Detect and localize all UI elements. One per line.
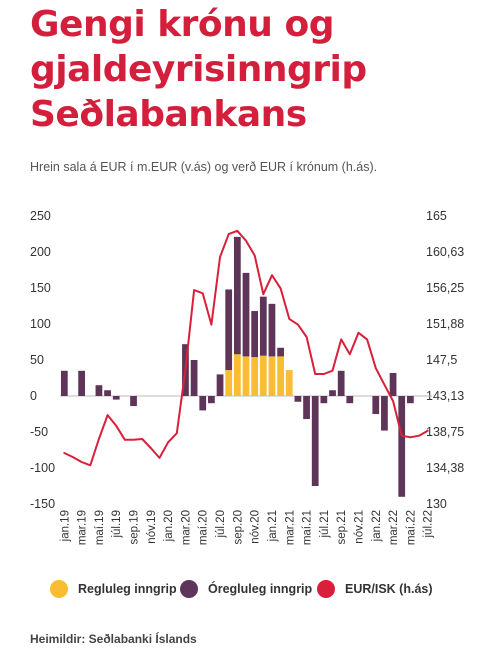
bar-regular [225,370,233,396]
bar-irregular [277,347,284,357]
x-axis-tick-label: nóv.20 [250,510,262,544]
x-axis-tick-label: mar.22 [388,510,400,545]
x-axis-tick-label: mar.19 [77,510,89,545]
title-line-2: gjaldeyrisinngrip [30,49,367,90]
left-axis-tick-label: -100 [30,461,55,475]
x-axis-tick-label: jan.19 [59,510,71,542]
bar-irregular [112,396,120,400]
x-axis-tick-label: jan.21 [267,510,279,542]
bar-irregular [329,390,336,396]
source-note: Heimildir: Seðlabanki Íslands [30,632,197,646]
bar-irregular [381,396,388,431]
bar-irregular [372,396,380,414]
x-axis-tick-label: sep.21 [336,510,348,545]
bar-regular [285,370,293,396]
x-axis-tick-label: jan.20 [163,510,175,542]
bar-irregular [225,289,233,371]
left-axis-tick-label: 50 [30,353,44,367]
x-axis-tick-label: sep.20 [232,510,244,545]
x-axis-tick-label: júl.22 [423,510,435,539]
right-axis-tick-label: 160,63 [426,245,464,259]
chart-subtitle: Hrein sala á EUR í m.EUR (v.ás) og verð … [30,160,378,174]
x-axis-tick-label: mar.21 [284,510,296,545]
left-axis-tick-label: 250 [30,209,51,223]
x-axis-tick-label: júl.19 [111,510,123,539]
x-axis-tick-label: maí.21 [302,510,314,545]
bar-irregular [337,370,345,396]
bar-irregular [259,296,267,356]
legend-label-eurisk: EUR/ISK (h.ás) [345,582,433,596]
bar-irregular [311,396,319,486]
bar-irregular [95,385,103,396]
bar-irregular [303,396,310,420]
x-axis-tick-label: júl.21 [319,510,331,539]
bar-irregular [190,360,198,396]
x-axis-tick-label: maí.19 [94,510,106,545]
legend-dot-regular [50,580,68,598]
bar-regular [242,356,250,396]
x-axis-tick-label: maí.22 [405,510,417,545]
bar-irregular [268,303,276,357]
bar-regular [259,355,267,396]
bar-irregular [242,272,250,357]
left-axis-tick-label: 200 [30,245,51,259]
bar-irregular [104,390,111,396]
legend-label-regular: Regluleg inngrip [78,582,177,596]
left-axis-tick-label: 150 [30,281,51,295]
legend-item-regular: Regluleg inngrip [50,580,177,598]
right-axis-tick-label: 134,38 [426,461,464,475]
title-line-1: Gengi krónu og [30,4,334,45]
right-axis-tick-label: 151,88 [426,317,464,331]
bar-irregular [406,396,414,404]
bar-regular [233,354,241,396]
chart-legend: Regluleg inngrip Óregluleg inngrip EUR/I… [50,580,490,604]
legend-item-eurisk: EUR/ISK (h.ás) [317,580,433,598]
bar-irregular [251,311,259,358]
x-axis-tick-label: nóv.19 [146,510,158,544]
chart-plot: 250 200 150 100 50 0 -50 -100 -150 165 160,63 156,2… [30,209,464,545]
chart-title: Gengi krónu og gjaldeyrisinngrip Seðlaba… [30,2,490,137]
bar-irregular [346,396,354,404]
x-axis-tick-label: jan.22 [371,510,383,542]
bar-irregular [130,396,137,407]
left-axis-tick-label: 100 [30,317,51,331]
bar-regular [277,356,284,396]
legend-dot-irregular [180,580,198,598]
bar-irregular [208,396,215,404]
bar-irregular [398,396,406,497]
bar-regular [268,356,276,396]
bar-irregular [199,396,207,411]
bar-irregular [216,374,224,396]
bar-irregular [294,396,302,402]
bar-irregular [60,370,68,396]
right-axis-tick-label: 147,5 [426,353,457,367]
bar-irregular [233,236,241,355]
right-axis-tick-label: 138,75 [426,425,464,439]
bar-irregular [389,372,397,396]
right-axis-tick-label: 165 [426,209,447,223]
x-axis-tick-label: júl.20 [215,510,227,539]
x-axis-tick-label: mar.20 [180,510,192,545]
legend-dot-eurisk [317,580,335,598]
right-axis-tick-label: 143,13 [426,389,464,403]
x-axis-tick-label: nóv.21 [353,510,365,544]
left-axis-tick-label: -50 [30,425,48,439]
x-axis-tick-label: sep.19 [129,510,141,545]
right-axis-tick-label: 156,25 [426,281,464,295]
x-axis-tick-label: maí.20 [198,510,210,545]
left-axis-tick-label: 0 [30,389,37,403]
legend-item-irregular: Óregluleg inngrip [180,580,312,598]
left-axis-tick-label: -150 [30,497,55,511]
bar-regular [251,357,259,396]
bar-irregular [320,396,328,404]
right-axis-tick-label: 130 [426,497,447,511]
bar-irregular [78,370,86,396]
title-line-3: Seðlabankans [30,94,307,135]
series-line-eurisk [63,229,429,467]
legend-label-irregular: Óregluleg inngrip [208,582,313,596]
